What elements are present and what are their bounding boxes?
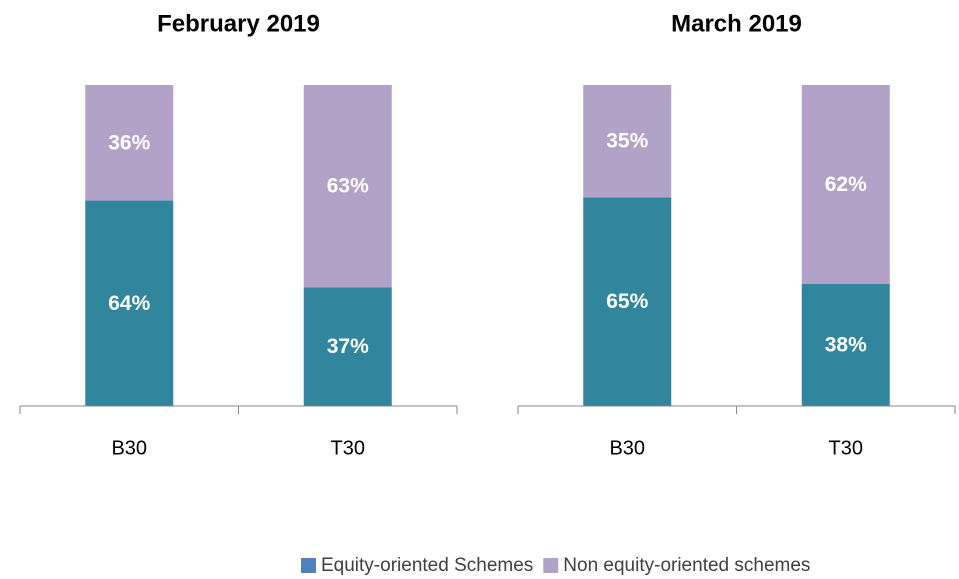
data-label: 63% — [327, 175, 369, 198]
data-label: 38% — [825, 334, 867, 357]
data-label: 36% — [108, 131, 150, 154]
legend-swatch — [301, 558, 316, 573]
bar-segment — [583, 85, 672, 198]
bar-segment — [801, 284, 890, 406]
data-label: 62% — [825, 173, 867, 196]
chart-title: March 2019 — [671, 10, 802, 37]
x-tick-label: T30 — [331, 437, 365, 459]
x-tick-label: B30 — [609, 437, 645, 459]
bar-segment — [303, 85, 392, 288]
data-label: 65% — [606, 290, 648, 313]
legend-label: Non equity-oriented schemes — [563, 555, 810, 576]
legend-label: Equity-oriented Schemes — [321, 555, 533, 576]
data-label: 35% — [606, 130, 648, 153]
bar-segment — [801, 85, 890, 285]
bar-segment — [85, 85, 174, 201]
bar-segment — [583, 197, 672, 406]
x-tick-label: B30 — [111, 437, 147, 459]
bar-segment — [303, 287, 392, 406]
x-tick-label: T30 — [829, 437, 863, 459]
bar-segment — [85, 200, 174, 406]
data-label: 64% — [108, 292, 150, 315]
data-label: 37% — [327, 335, 369, 358]
chart-title: February 2019 — [157, 10, 320, 37]
legend-swatch — [543, 558, 559, 573]
